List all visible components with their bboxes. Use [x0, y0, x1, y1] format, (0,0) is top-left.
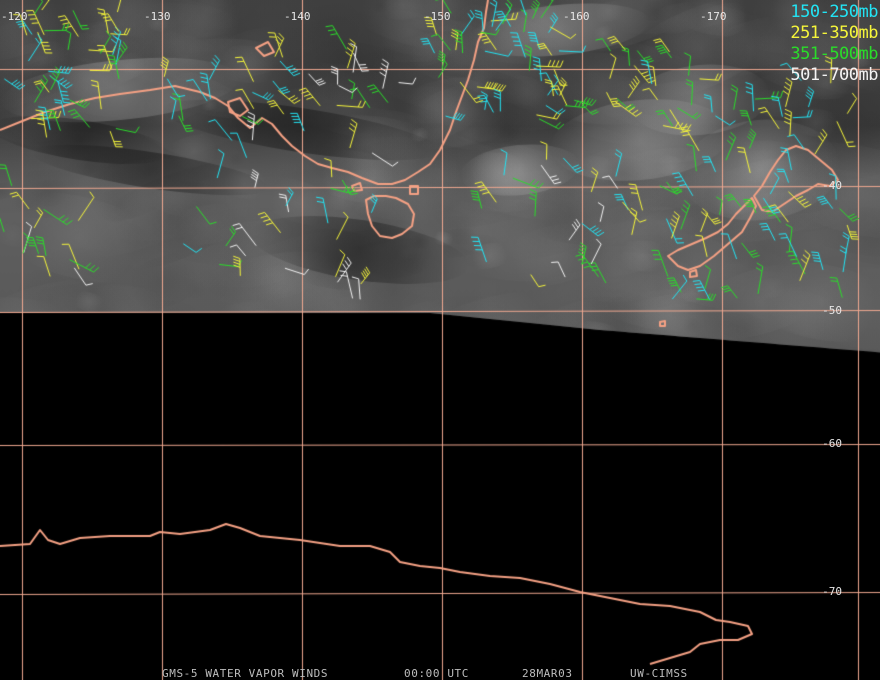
product-name: GMS-5 WATER VAPOR WINDS — [162, 667, 328, 680]
credit-label: UW-CIMSS — [630, 667, 688, 680]
longitude-label-170: -170 — [700, 11, 727, 23]
image-date: 28MAR03 — [522, 667, 573, 680]
longitude-label-130: -130 — [144, 11, 171, 23]
latitude-label-40: -40 — [810, 180, 842, 192]
legend-150-250mb: 150-250mb — [790, 2, 878, 23]
legend-501-700mb: 501-700mb — [790, 65, 878, 86]
latitude-label-70: -70 — [810, 586, 842, 598]
valid-time: 00:00 UTC — [404, 667, 469, 680]
image-footer: GMS-5 WATER VAPOR WINDS 00:00 UTC 28MAR0… — [0, 664, 880, 680]
longitude-label-160: -160 — [563, 11, 590, 23]
longitude-label-140: -140 — [284, 11, 311, 23]
legend-251-350mb: 251-350mb — [790, 23, 878, 44]
latitude-label-60: -60 — [810, 438, 842, 450]
longitude-label-150: -150 — [424, 11, 451, 23]
longitude-label-120: -120 — [1, 11, 28, 23]
legend-351-500mb: 351-500mb — [790, 44, 878, 65]
latitude-label-50: -50 — [810, 305, 842, 317]
pressure-level-legend: 150-250mb 251-350mb 351-500mb 501-700mb — [790, 2, 878, 86]
